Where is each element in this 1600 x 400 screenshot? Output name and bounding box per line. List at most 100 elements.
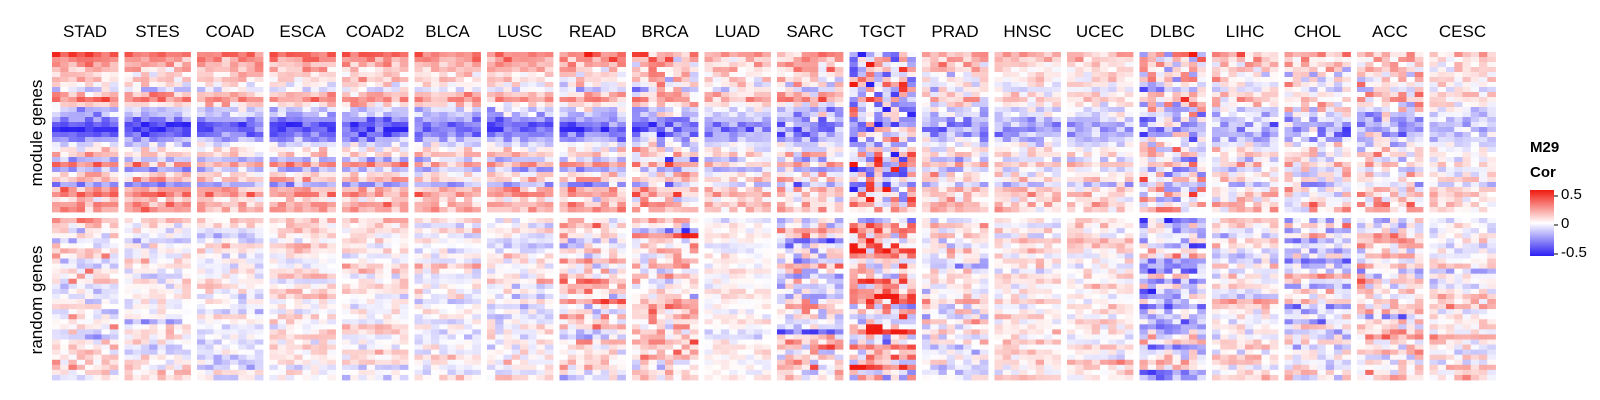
heatmap-cell bbox=[132, 329, 142, 335]
heatmap-cell bbox=[213, 177, 223, 183]
heatmap-cell bbox=[52, 52, 61, 58]
heatmap-cell bbox=[528, 293, 537, 300]
heatmap-cell bbox=[439, 192, 448, 198]
heatmap-cell bbox=[85, 137, 94, 143]
heatmap-cell bbox=[132, 263, 142, 270]
heatmap-cell bbox=[520, 182, 529, 188]
heatmap-cell bbox=[567, 112, 577, 118]
heatmap-cell bbox=[745, 202, 755, 208]
heatmap-cell bbox=[197, 233, 206, 239]
heatmap-cell bbox=[439, 57, 448, 63]
heatmap-cell bbox=[319, 374, 328, 381]
heatmap-cell bbox=[327, 142, 336, 148]
heatmap-cell bbox=[721, 107, 730, 113]
heatmap-cell bbox=[609, 324, 618, 330]
heatmap-cell bbox=[141, 162, 150, 168]
heatmap-cell bbox=[559, 339, 569, 345]
heatmap-cell bbox=[762, 288, 771, 295]
heatmap-cell bbox=[149, 77, 158, 83]
heatmap-cell bbox=[76, 77, 86, 83]
heatmap-cell bbox=[85, 102, 94, 108]
heatmap-cell bbox=[503, 157, 513, 163]
heatmap-cell bbox=[197, 278, 206, 285]
heatmap-cell bbox=[391, 97, 401, 103]
heatmap-cell bbox=[559, 223, 569, 229]
heatmap-cell bbox=[205, 283, 214, 290]
heatmap-cell bbox=[495, 243, 504, 249]
heatmap-cell bbox=[712, 92, 722, 98]
heatmap-cell bbox=[254, 202, 264, 208]
heatmap-cell bbox=[182, 192, 191, 198]
heatmap-cell bbox=[93, 187, 102, 193]
heatmap-cell bbox=[60, 319, 69, 325]
heatmap-cell bbox=[366, 248, 376, 254]
heatmap-cell bbox=[632, 299, 641, 305]
heatmap-cell bbox=[712, 122, 722, 128]
heatmap-cell bbox=[511, 238, 521, 244]
heatmap-cell bbox=[439, 334, 448, 340]
heatmap-cell bbox=[221, 197, 231, 203]
heatmap-cell bbox=[689, 369, 699, 376]
heatmap-cell bbox=[327, 374, 336, 381]
heatmap-cell bbox=[52, 233, 61, 239]
heatmap-cell bbox=[592, 344, 602, 351]
heatmap-cell bbox=[350, 187, 359, 193]
heatmap-cell bbox=[342, 147, 351, 153]
heatmap-cell bbox=[576, 102, 585, 108]
heatmap-cell bbox=[165, 187, 175, 193]
heatmap-cell bbox=[342, 117, 351, 123]
heatmap-cell bbox=[358, 304, 368, 310]
heatmap-cell bbox=[495, 122, 504, 128]
heatmap-cell bbox=[375, 87, 384, 93]
heatmap-cell bbox=[536, 72, 546, 78]
heatmap-cell bbox=[174, 132, 183, 138]
heatmap-cell bbox=[520, 142, 529, 148]
heatmap-cell bbox=[350, 354, 359, 361]
heatmap-cell bbox=[656, 218, 666, 224]
heatmap-cell bbox=[85, 67, 94, 73]
heatmap-cell bbox=[383, 248, 392, 254]
heatmap-cell bbox=[640, 187, 649, 193]
heatmap-cell bbox=[350, 223, 359, 229]
heatmap-cell bbox=[648, 243, 658, 249]
heatmap-cell bbox=[592, 253, 602, 259]
heatmap-cell bbox=[592, 127, 602, 133]
heatmap-cell bbox=[182, 324, 191, 330]
heatmap-cell bbox=[342, 248, 351, 254]
heatmap-cell bbox=[205, 142, 214, 148]
heatmap-cell bbox=[302, 187, 312, 193]
heatmap-cell bbox=[109, 167, 119, 173]
heatmap-cell bbox=[464, 67, 473, 73]
heatmap-cell bbox=[310, 197, 320, 203]
heatmap-cell bbox=[205, 82, 214, 88]
heatmap-cell bbox=[520, 299, 529, 305]
heatmap-cell bbox=[157, 263, 167, 270]
heatmap-cell bbox=[528, 102, 537, 108]
heatmap-cell bbox=[495, 314, 504, 320]
heatmap-cell bbox=[439, 162, 448, 168]
heatmap-cell bbox=[422, 278, 432, 285]
heatmap-cell bbox=[52, 319, 61, 325]
heatmap-cell bbox=[366, 167, 376, 173]
heatmap-cell bbox=[294, 107, 303, 113]
heatmap-cell bbox=[124, 192, 134, 198]
heatmap-cell bbox=[495, 97, 504, 103]
heatmap-cell bbox=[327, 253, 336, 259]
heatmap-cell bbox=[230, 324, 239, 330]
heatmap-cell bbox=[246, 92, 256, 98]
heatmap-cell bbox=[439, 197, 448, 203]
heatmap-cell bbox=[536, 253, 546, 259]
heatmap-cell bbox=[383, 218, 392, 224]
heatmap-cell bbox=[729, 172, 738, 178]
heatmap-cell bbox=[238, 152, 247, 158]
heatmap-cell bbox=[632, 334, 641, 340]
heatmap-cell bbox=[689, 349, 699, 356]
heatmap-cell bbox=[165, 92, 175, 98]
heatmap-cell bbox=[294, 223, 303, 229]
heatmap-cell bbox=[375, 132, 384, 138]
heatmap-cell bbox=[439, 364, 448, 371]
heatmap-cell bbox=[673, 202, 682, 208]
heatmap-cell bbox=[439, 122, 448, 128]
heatmap-cell bbox=[366, 339, 376, 345]
heatmap-cell bbox=[68, 182, 78, 188]
